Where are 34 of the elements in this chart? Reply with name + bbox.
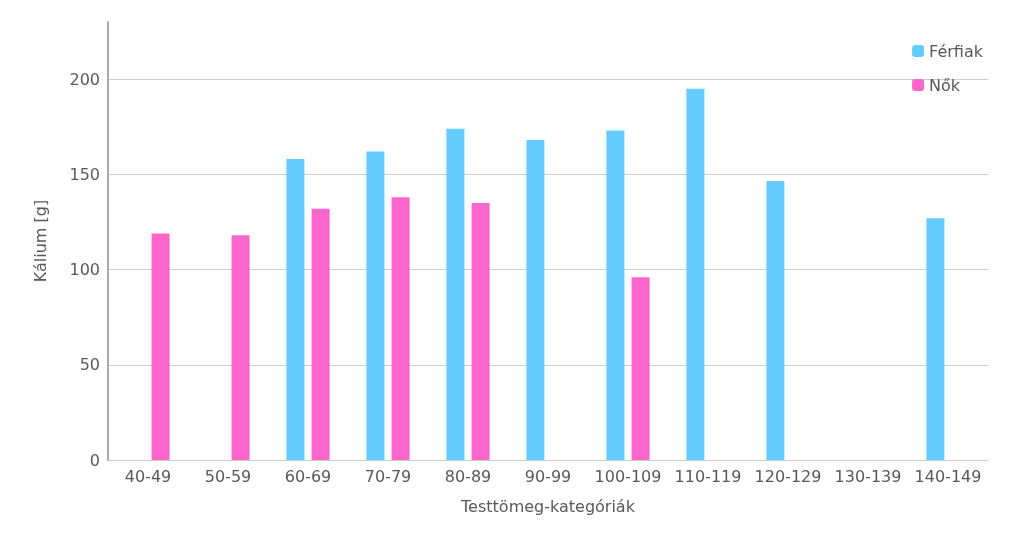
bar (606, 130, 625, 460)
bar (366, 151, 385, 460)
legend-label: Férfiak (929, 41, 984, 61)
bar (631, 277, 650, 460)
x-tick-label: 140-149 (914, 466, 982, 486)
y-tick-label: 0 (89, 450, 100, 470)
x-tick-label: 110-119 (674, 466, 742, 486)
x-tick-label: 50-59 (204, 466, 252, 486)
bar (311, 208, 330, 460)
bar (446, 128, 465, 460)
bar (766, 181, 785, 460)
x-axis-title: Testtömeg-kategóriák (460, 496, 636, 516)
bar (286, 159, 305, 460)
x-tick-label: 70-79 (364, 466, 412, 486)
legend-label: Nők (929, 75, 961, 95)
x-tick-label: 40-49 (124, 466, 172, 486)
y-tick-label: 150 (69, 164, 100, 184)
x-tick-label: 60-69 (284, 466, 332, 486)
y-tick-label: 50 (79, 355, 100, 375)
x-tick-label: 100-109 (594, 466, 662, 486)
x-tick-label: 90-99 (524, 466, 572, 486)
y-tick-label: 100 (69, 260, 100, 280)
bar (926, 218, 945, 460)
bar (526, 140, 545, 460)
bar (391, 197, 410, 460)
y-axis-title: Kálium [g] (30, 199, 50, 283)
bar (151, 233, 170, 460)
bar (686, 88, 705, 460)
x-tick-label: 120-129 (754, 466, 822, 486)
x-tick-label: 130-139 (834, 466, 902, 486)
x-tick-label: 80-89 (444, 466, 492, 486)
bar (231, 235, 250, 460)
bar (471, 202, 490, 460)
y-tick-label: 200 (69, 69, 100, 89)
